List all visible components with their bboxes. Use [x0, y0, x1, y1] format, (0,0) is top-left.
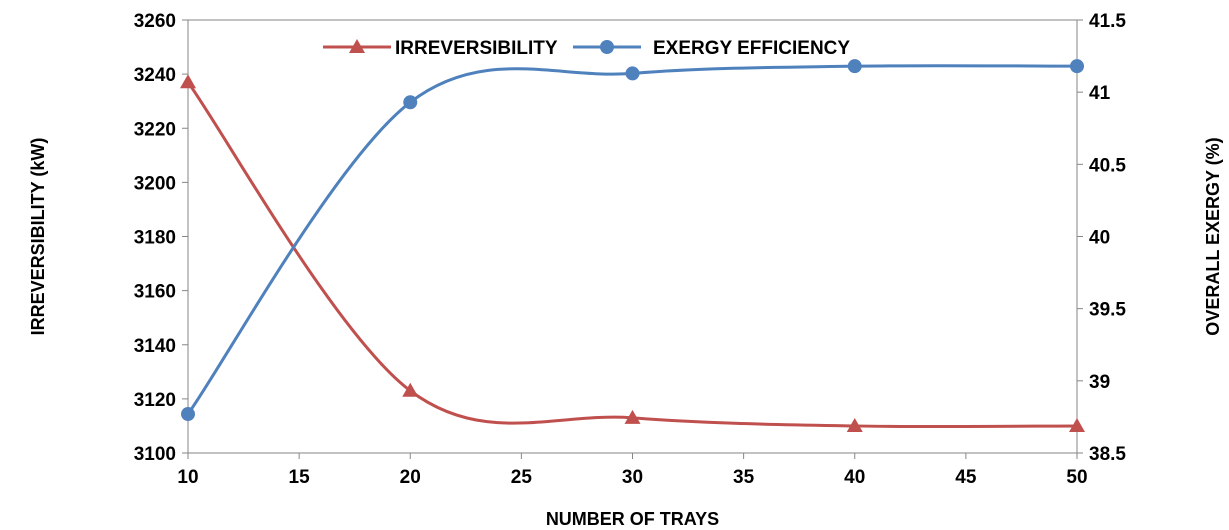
- series-exergy-efficiency: [181, 59, 1084, 422]
- data-point-triangle: [1069, 417, 1085, 432]
- x-axis-title: NUMBER OF TRAYS: [546, 509, 719, 529]
- data-point-triangle: [180, 74, 196, 89]
- right-axis-ticks: 38.5 39 39.5 40 40.5 41 41.5: [1077, 11, 1126, 465]
- left-axis-ticks: 3100 3120 3140 3160 3180 3200 3220 3240 3260: [134, 11, 188, 465]
- data-point-circle: [181, 407, 195, 422]
- right-tick-label: 41: [1089, 83, 1111, 104]
- x-tick-label: 45: [955, 467, 977, 488]
- legend-marker: [600, 40, 614, 54]
- right-tick-label: 39.5: [1089, 300, 1126, 321]
- data-point-circle: [1070, 59, 1084, 74]
- legend-marker: [349, 39, 365, 53]
- data-point-circle: [625, 66, 640, 81]
- left-tick-label: 3180: [134, 228, 176, 249]
- right-axis-title: OVERALL EXERGY (%): [1203, 137, 1223, 335]
- data-point-triangle: [846, 417, 863, 432]
- data-point-circle: [403, 95, 418, 110]
- legend: IRREVERSIBILITY EXERGY EFFICIENCY: [323, 38, 850, 59]
- series-line: [186, 81, 1078, 429]
- x-axis-ticks: 10 15 20 25 30 35 40 45 50: [177, 453, 1088, 488]
- data-point-circle: [847, 59, 862, 74]
- left-tick-label: 3140: [134, 336, 176, 357]
- left-tick-label: 3200: [134, 173, 176, 194]
- plot-area: [187, 19, 1078, 454]
- left-tick-label: 3160: [134, 282, 176, 303]
- x-tick-label: 15: [289, 467, 311, 488]
- right-tick-label: 41.5: [1089, 11, 1126, 32]
- right-tick-label: 40.5: [1089, 155, 1126, 176]
- x-tick-label: 20: [400, 467, 421, 488]
- left-tick-label: 3120: [134, 390, 176, 411]
- left-tick-label: 3260: [134, 11, 176, 32]
- data-point-triangle: [402, 382, 419, 397]
- x-tick-label: 50: [1066, 467, 1087, 488]
- x-tick-label: 35: [733, 467, 755, 488]
- legend-item: IRREVERSIBILITY: [323, 38, 558, 59]
- x-tick-label: 30: [622, 467, 643, 488]
- right-tick-label: 39: [1089, 372, 1110, 393]
- series-irreversibility: [180, 74, 1085, 432]
- right-tick-label: 40: [1089, 228, 1110, 249]
- left-tick-label: 3220: [134, 119, 176, 140]
- left-axis-title: IRREVERSIBILITY (kW): [28, 138, 48, 336]
- series-layer: [180, 59, 1085, 432]
- left-tick-label: 3100: [134, 444, 176, 465]
- series-line: [186, 64, 1078, 415]
- legend-item: EXERGY EFFICIENCY: [573, 38, 850, 59]
- legend-label: IRREVERSIBILITY: [395, 38, 558, 59]
- left-tick-label: 3240: [134, 65, 176, 86]
- x-tick-label: 10: [177, 467, 198, 488]
- x-tick-label: 25: [511, 467, 533, 488]
- data-point-triangle: [624, 409, 641, 424]
- right-tick-label: 38.5: [1089, 444, 1126, 465]
- legend-label: EXERGY EFFICIENCY: [653, 38, 850, 59]
- x-tick-label: 40: [844, 467, 865, 488]
